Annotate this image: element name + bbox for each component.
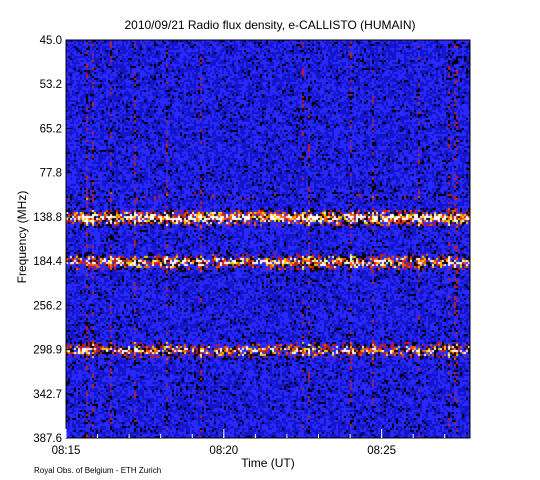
plot-area bbox=[66, 40, 470, 438]
y-tick-label: 138.8 bbox=[33, 212, 62, 224]
y-tick-label: 256.2 bbox=[33, 300, 62, 312]
y-tick-label: 387.6 bbox=[33, 433, 62, 445]
y-tick-label: 45.0 bbox=[40, 35, 62, 47]
y-tick-label: 65.2 bbox=[40, 123, 62, 135]
plot-frame-border bbox=[65, 39, 471, 439]
y-tick-label: 53.2 bbox=[40, 79, 62, 91]
y-tick-label: 342.7 bbox=[33, 389, 62, 401]
x-tick-label: 08:25 bbox=[367, 445, 396, 457]
credit-text: Royal Obs. of Belgium - ETH Zurich bbox=[34, 466, 162, 475]
x-axis-label: Time (UT) bbox=[241, 456, 295, 470]
spectrogram-heatmap bbox=[66, 40, 470, 438]
chart-title: 2010/09/21 Radio flux density, e-CALLIST… bbox=[124, 18, 416, 32]
x-tick-label: 08:20 bbox=[209, 445, 238, 457]
y-tick-label: 184.4 bbox=[33, 256, 62, 268]
y-tick-label: 77.8 bbox=[40, 168, 62, 180]
y-axis-label: Frequency (MHz) bbox=[15, 190, 29, 284]
x-tick-label: 08:15 bbox=[52, 445, 81, 457]
y-tick-label: 298.9 bbox=[33, 345, 62, 357]
